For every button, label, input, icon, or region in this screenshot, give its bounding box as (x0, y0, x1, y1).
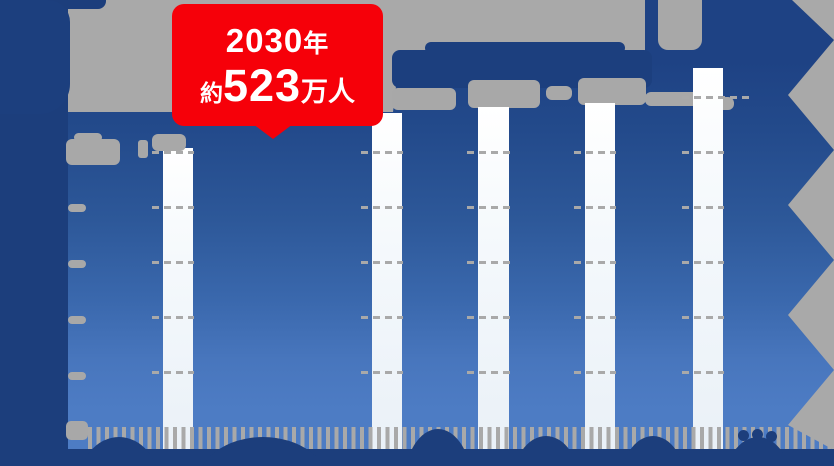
bar-5 (693, 68, 723, 466)
gridline-segment (361, 206, 403, 209)
callout-tail (253, 124, 293, 139)
y-axis-tick-blurred (68, 260, 86, 268)
y-axis-tick-blurred (68, 316, 86, 324)
gridline-segment (467, 206, 510, 209)
gridline-segment (361, 316, 403, 319)
gridline-segment (574, 151, 616, 154)
gridline-segment (152, 371, 194, 374)
bar-3 (478, 107, 509, 466)
gridline-segment (682, 261, 724, 264)
headline-blurred-text (0, 0, 70, 114)
callout-year-line: 2030年 (226, 24, 329, 57)
y-axis-unit-blurred (74, 133, 102, 142)
gridline-segment (467, 151, 510, 154)
gridline-segment (152, 316, 194, 319)
callout-approx: 約 (199, 80, 223, 106)
gridline-segment (682, 96, 752, 99)
callout-value: 523 (222, 60, 302, 111)
red-callout-bubble: 2030年 約 523 万人 (172, 4, 383, 126)
y-axis-tick-blurred (68, 372, 86, 380)
gridline-segment (574, 261, 616, 264)
y-axis-tick-blurred (68, 204, 86, 212)
callout-unit: 万人 (301, 77, 356, 107)
gridline-segment (467, 261, 510, 264)
y-axis-unit-blurred (66, 139, 120, 165)
callout-year: 2030 (225, 22, 304, 59)
wave-bump (752, 429, 763, 440)
blurred-label (546, 86, 572, 100)
blurred-bar-value-label (152, 134, 186, 151)
gridline-segment (361, 371, 403, 374)
wave-bump (766, 431, 777, 442)
gridline-segment (574, 371, 616, 374)
gridline-segment (574, 206, 616, 209)
blurred-label (645, 92, 703, 106)
gridline-segment (361, 151, 403, 154)
wave-bump (738, 430, 749, 441)
y-axis-unit-blurred (138, 140, 148, 158)
gridline-segment (467, 371, 510, 374)
blurred-bar-value-label (578, 78, 646, 105)
gridline-segment (152, 261, 194, 264)
gridline-segment (682, 371, 724, 374)
gridline-segment (467, 316, 510, 319)
bar-4 (585, 103, 615, 466)
gridline-segment (152, 151, 194, 154)
gridline-segment (574, 316, 616, 319)
bar-1 (163, 148, 193, 466)
gridline-segment (682, 151, 724, 154)
headline-gap (658, 0, 702, 50)
gridline-segment (682, 206, 724, 209)
callout-value-line: 約 523 万人 (200, 63, 355, 108)
gridline-segment (152, 206, 194, 209)
gridline-segment (361, 261, 403, 264)
callout-year-suffix: 年 (303, 30, 330, 58)
blurred-label (392, 88, 456, 110)
bar-2 (372, 113, 402, 466)
axis-origin-blurred (66, 421, 88, 440)
blurred-bar-value-label (468, 80, 540, 108)
gridline-segment (682, 316, 724, 319)
